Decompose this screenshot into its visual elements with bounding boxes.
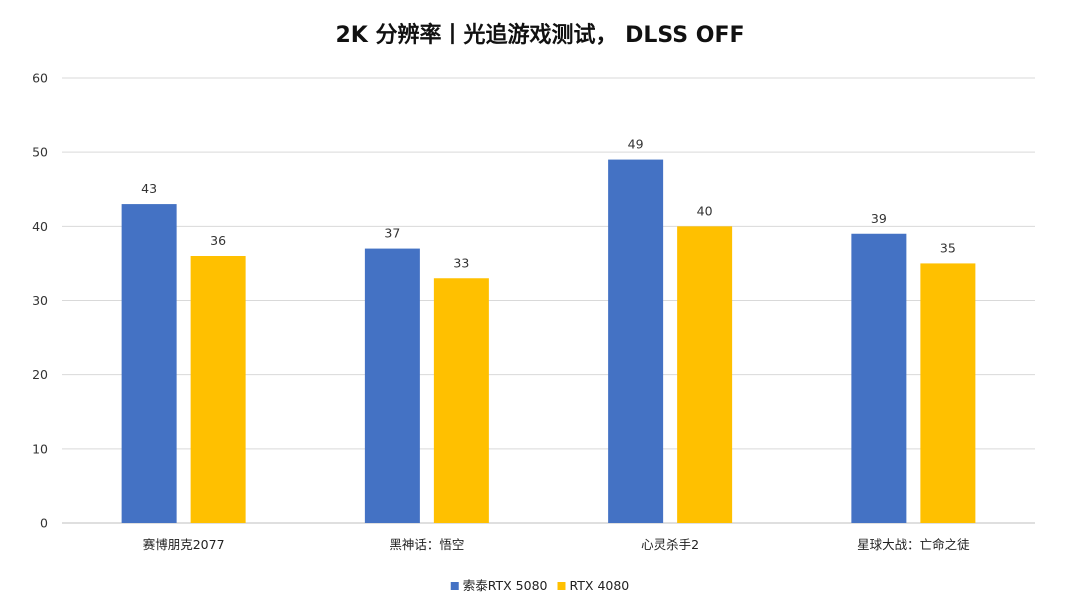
legend: 索泰RTX 5080 RTX 4080: [450, 578, 630, 593]
bar: [190, 256, 246, 523]
legend-swatch: [450, 582, 459, 590]
bar: [851, 233, 907, 523]
legend-swatch: [557, 582, 566, 590]
data-label: 39: [871, 211, 887, 226]
y-tick-label: 30: [32, 293, 48, 308]
bars-layer: [121, 159, 976, 524]
data-label: 49: [628, 137, 644, 152]
bar: [364, 248, 420, 524]
legend-label: 索泰RTX 5080: [463, 578, 548, 593]
data-label: 40: [697, 203, 713, 218]
y-tick-label: 50: [32, 145, 48, 160]
x-tick-label: 心灵杀手2: [641, 537, 699, 552]
value-labels: 43 36 37 33 49 40 39 35: [141, 137, 956, 271]
data-label: 35: [940, 240, 956, 255]
x-axis: 赛博朋克2077 黑神话：悟空 心灵杀手2 星球大战：亡命之徒: [143, 537, 970, 552]
x-tick-label: 黑神话：悟空: [389, 537, 464, 552]
y-tick-label: 40: [32, 219, 48, 234]
data-label: 36: [210, 233, 226, 248]
bar: [920, 263, 976, 523]
bar: [433, 278, 489, 523]
legend-item: RTX 4080: [557, 578, 630, 593]
data-label: 37: [384, 226, 400, 241]
data-label: 43: [141, 181, 157, 196]
x-tick-label: 星球大战：亡命之徒: [857, 537, 970, 552]
y-tick-label: 0: [40, 516, 48, 531]
chart-title: 2K 分辨率丨光追游戏测试， DLSS OFF: [335, 22, 744, 48]
bar: [121, 204, 177, 524]
y-axis: 0 10 20 30 40 50 60: [32, 71, 48, 531]
y-tick-label: 10: [32, 441, 48, 456]
data-label: 33: [453, 255, 469, 270]
x-tick-label: 赛博朋克2077: [143, 537, 225, 552]
legend-item: 索泰RTX 5080: [450, 578, 548, 593]
bar: [608, 159, 664, 524]
y-tick-label: 20: [32, 367, 48, 382]
bar: [677, 226, 733, 524]
y-tick-label: 60: [32, 71, 48, 86]
legend-label: RTX 4080: [570, 578, 630, 593]
